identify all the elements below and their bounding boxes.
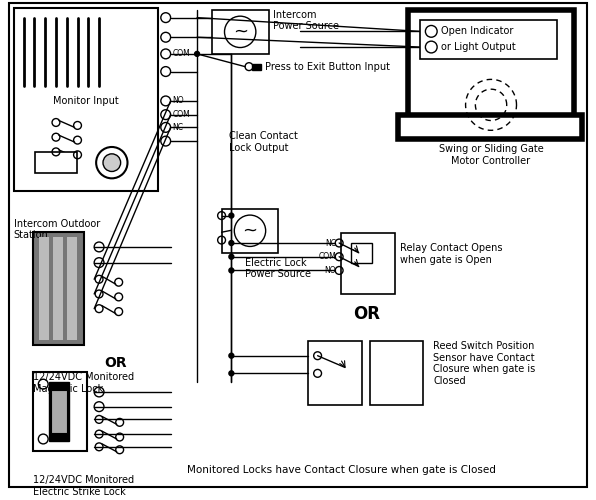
Text: ~: ~ [232, 23, 248, 41]
Circle shape [229, 268, 234, 273]
Text: Monitor Input: Monitor Input [53, 96, 119, 106]
Text: NO: NO [173, 96, 184, 106]
Bar [222, 208, 278, 253]
Circle shape [229, 254, 234, 259]
Text: Intercom Outdoor
Station: Intercom Outdoor Station [14, 218, 100, 240]
Bar [51, 390, 67, 433]
Circle shape [229, 371, 234, 376]
Text: COM: COM [173, 50, 190, 58]
Circle shape [229, 240, 234, 246]
Bar [14, 8, 158, 191]
Text: COM: COM [173, 110, 190, 119]
Text: 12/24VDC Monitored
Magnetic Lock: 12/24VDC Monitored Magnetic Lock [33, 372, 135, 394]
Text: NC: NC [325, 238, 336, 248]
Bar [35, 152, 76, 174]
Bar [370, 341, 423, 404]
Circle shape [103, 154, 120, 172]
Bar [420, 20, 557, 59]
Bar [33, 372, 88, 451]
Bar [53, 237, 63, 340]
Bar [351, 243, 372, 262]
Text: Electric Lock
Power Source: Electric Lock Power Source [245, 258, 311, 280]
Text: COM: COM [318, 252, 336, 261]
Bar [39, 237, 49, 340]
Text: Swing or Sliding Gate
Motor Controller: Swing or Sliding Gate Motor Controller [439, 144, 544, 166]
Bar [252, 64, 261, 70]
Circle shape [195, 52, 200, 57]
Text: or Light Output: or Light Output [441, 42, 516, 52]
Text: Monitored Locks have Contact Closure when gate is Closed: Monitored Locks have Contact Closure whe… [187, 466, 496, 475]
Circle shape [229, 354, 234, 358]
Text: NC: NC [173, 123, 184, 132]
Text: ~: ~ [243, 222, 257, 240]
Bar [408, 10, 575, 118]
Text: 12/24VDC Monitored
Electric Strike Lock: 12/24VDC Monitored Electric Strike Lock [33, 476, 135, 497]
Circle shape [96, 147, 128, 178]
Bar [33, 232, 85, 345]
Text: Press to Exit Button Input: Press to Exit Button Input [265, 62, 390, 72]
Circle shape [229, 213, 234, 218]
Text: Reed Switch Position
Sensor have Contact
Closure when gate is
Closed: Reed Switch Position Sensor have Contact… [433, 341, 535, 386]
Bar [398, 114, 582, 139]
Bar [67, 237, 76, 340]
Bar [341, 233, 395, 294]
Bar [308, 341, 362, 404]
Text: NO: NO [325, 266, 336, 275]
Bar [212, 10, 269, 54]
Text: Open Indicator: Open Indicator [441, 26, 513, 36]
Text: Clean Contact
Lock Output: Clean Contact Lock Output [229, 132, 298, 153]
Text: OR: OR [353, 304, 380, 322]
Text: Relay Contact Opens
when gate is Open: Relay Contact Opens when gate is Open [400, 243, 502, 264]
Text: OR: OR [104, 356, 126, 370]
Text: Intercom
Power Source: Intercom Power Source [272, 10, 339, 32]
Bar [49, 382, 69, 441]
